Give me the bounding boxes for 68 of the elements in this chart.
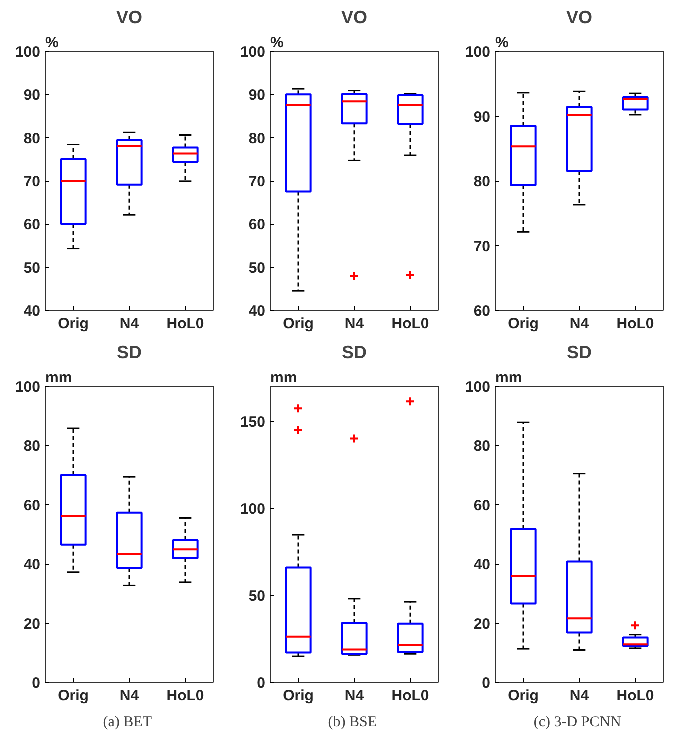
y-axis-title: % <box>46 34 59 52</box>
x-tick-label: Orig <box>283 688 314 704</box>
chart-title: SD <box>342 342 368 362</box>
x-tick-label: Orig <box>508 688 539 704</box>
y-tick-label: 70 <box>24 174 41 190</box>
y-tick-label: 50 <box>24 260 41 277</box>
y-tick-label: 40 <box>474 556 491 574</box>
x-tick-label: HoL0 <box>616 688 654 704</box>
x-tick-label: HoL0 <box>392 316 430 332</box>
y-tick-label: 90 <box>474 108 491 126</box>
y-tick-label: 80 <box>474 438 491 456</box>
x-tick-label: Orig <box>58 688 89 704</box>
y-tick-label: 80 <box>248 130 266 148</box>
x-tick-label: N4 <box>570 316 590 332</box>
y-tick-label: 100 <box>240 500 266 518</box>
chart-title: SD <box>567 342 592 362</box>
x-tick-label: HoL0 <box>616 316 654 332</box>
y-tick-label: 60 <box>474 497 491 514</box>
y-tick-label: 40 <box>248 303 266 320</box>
chart-title: SD <box>117 342 142 362</box>
y-tick-label: 90 <box>24 87 41 104</box>
y-tick-label: 150 <box>240 414 266 431</box>
y-tick-label: 80 <box>24 438 41 456</box>
y-tick-label: 100 <box>15 44 41 61</box>
y-tick-label: 60 <box>474 303 491 320</box>
x-tick-label: N4 <box>120 316 140 332</box>
y-axis-title: % <box>496 34 509 52</box>
text: (b) BSE <box>328 714 377 730</box>
x-tick-label: HoL0 <box>392 688 430 704</box>
y-axis-title: mm <box>46 370 72 386</box>
y-tick-label: 60 <box>24 497 41 514</box>
text: (c) 3-D PCNN <box>534 714 622 730</box>
y-tick-label: 60 <box>24 216 41 234</box>
y-tick-label: 50 <box>248 588 266 605</box>
y-tick-label: 20 <box>24 616 41 633</box>
chart-title: VO <box>341 8 368 28</box>
y-tick-label: 100 <box>465 379 491 396</box>
y-tick-label: 50 <box>248 260 266 277</box>
y-tick-label: 60 <box>248 216 266 234</box>
y-tick-label: 20 <box>474 616 491 633</box>
x-tick-label: Orig <box>283 316 314 332</box>
y-tick-label: 100 <box>15 379 41 396</box>
x-tick-label: N4 <box>344 316 365 332</box>
y-tick-label: 80 <box>474 174 491 190</box>
y-tick-label: 80 <box>24 130 41 148</box>
y-tick-label: 40 <box>24 303 41 320</box>
x-tick-label: Orig <box>508 316 539 332</box>
y-tick-label: 40 <box>24 556 41 574</box>
y-tick-label: 100 <box>465 44 491 61</box>
y-axis-title: mm <box>496 370 522 386</box>
y-tick-label: 90 <box>248 87 266 104</box>
y-tick-label: 70 <box>248 174 266 190</box>
x-tick-label: N4 <box>570 688 590 704</box>
chart-title: VO <box>116 8 143 28</box>
x-tick-label: Orig <box>58 316 89 332</box>
x-tick-label: N4 <box>344 688 365 704</box>
y-axis-title: mm <box>270 370 298 386</box>
x-tick-label: HoL0 <box>166 688 204 704</box>
y-tick-label: 0 <box>32 675 40 692</box>
chart-title: VO <box>566 8 593 28</box>
y-tick-label: 0 <box>257 675 266 692</box>
y-tick-label: 70 <box>474 238 491 256</box>
x-tick-label: N4 <box>120 688 140 704</box>
x-tick-label: HoL0 <box>166 316 204 332</box>
y-tick-label: 0 <box>482 675 490 692</box>
text: (a) BET <box>103 714 152 730</box>
y-axis-title: % <box>270 34 284 52</box>
y-tick-label: 100 <box>240 44 266 61</box>
